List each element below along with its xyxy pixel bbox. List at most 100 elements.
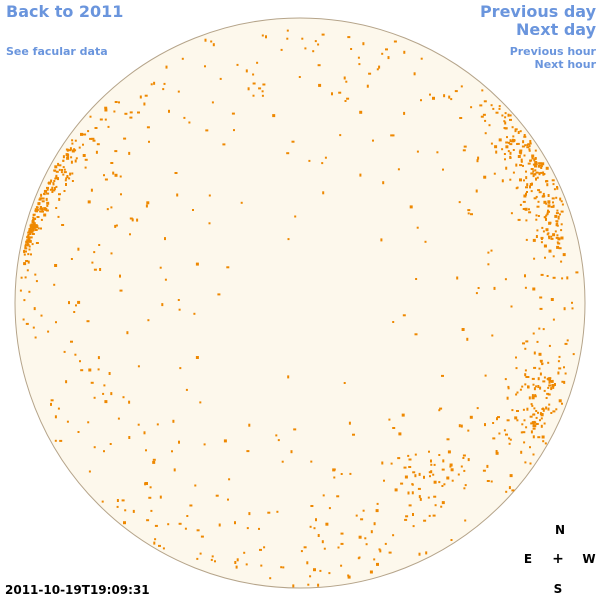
facular-spot — [210, 40, 213, 43]
facular-spot — [204, 65, 206, 68]
facular-spot — [477, 156, 480, 160]
facular-spot — [540, 171, 544, 174]
facular-spot — [540, 238, 543, 240]
see-facular-data-link[interactable]: See facular data — [6, 45, 108, 58]
facular-spot — [178, 440, 180, 444]
previous-hour-link[interactable]: Previous hour — [509, 45, 596, 58]
facular-spot — [443, 94, 446, 98]
facular-spot — [469, 415, 473, 419]
facular-spot — [525, 376, 529, 378]
facular-spot — [462, 454, 466, 457]
facular-spot — [547, 204, 551, 208]
facular-spot — [162, 547, 165, 550]
facular-spot — [438, 409, 441, 412]
facular-spot — [263, 546, 266, 549]
facular-spot — [40, 193, 43, 197]
next-day-link[interactable]: Next day — [516, 20, 596, 39]
facular-spot — [57, 407, 60, 410]
facular-spot — [552, 201, 554, 204]
facular-spot — [532, 332, 535, 335]
facular-spot — [385, 48, 388, 51]
facular-spot — [540, 236, 544, 239]
facular-spot — [524, 207, 528, 211]
facular-spot — [401, 413, 405, 417]
facular-spot — [28, 228, 32, 231]
facular-spot — [24, 247, 28, 250]
facular-spot — [337, 546, 340, 549]
back-to-year-link[interactable]: Back to 2011 — [6, 2, 124, 21]
facular-spot — [486, 464, 489, 468]
facular-spot — [548, 201, 551, 204]
previous-day-link[interactable]: Previous day — [479, 2, 596, 21]
facular-spot — [546, 275, 549, 277]
facular-spot — [556, 186, 559, 190]
facular-spot — [458, 201, 461, 204]
facular-spot — [529, 446, 531, 449]
facular-spot — [282, 566, 285, 569]
facular-spot — [497, 416, 500, 419]
facular-spot — [177, 299, 180, 301]
facular-spot — [120, 193, 122, 196]
facular-spot — [258, 527, 260, 530]
facular-spot — [234, 561, 237, 564]
facular-spot — [532, 170, 535, 173]
facular-spot — [388, 418, 391, 421]
facular-spot — [436, 151, 439, 154]
facular-spot — [54, 439, 57, 442]
facular-spot — [535, 214, 538, 217]
facular-spot — [65, 177, 68, 180]
facular-spot — [416, 226, 419, 229]
facular-spot — [539, 162, 542, 165]
facular-spot — [547, 393, 551, 396]
facular-spot — [343, 76, 346, 80]
facular-spot — [463, 487, 466, 490]
facular-spot — [83, 133, 87, 136]
facular-spot — [27, 236, 30, 239]
facular-spot — [203, 443, 206, 446]
facular-spot — [317, 583, 320, 587]
facular-spot — [146, 519, 150, 522]
facular-spot — [31, 230, 34, 233]
facular-spot — [560, 200, 563, 203]
facular-spot — [424, 240, 427, 243]
facular-spot — [449, 465, 452, 468]
facular-spot — [504, 112, 507, 115]
facular-spot — [313, 527, 316, 530]
facular-spot — [71, 172, 74, 175]
next-hour-link[interactable]: Next hour — [534, 58, 597, 71]
facular-spot — [533, 257, 536, 260]
facular-spot — [58, 193, 61, 196]
facular-spot — [557, 215, 560, 218]
facular-spot — [376, 502, 379, 505]
facular-spot — [555, 408, 558, 411]
facular-spot — [156, 423, 159, 426]
facular-spot — [154, 524, 158, 527]
facular-spot — [505, 433, 508, 436]
facular-spot — [403, 111, 406, 115]
facular-spot — [25, 260, 29, 262]
facular-spot — [246, 450, 250, 453]
facular-spot — [364, 537, 367, 540]
facular-spot — [566, 276, 569, 280]
facular-spot — [524, 383, 527, 386]
facular-spot — [287, 375, 290, 379]
facular-spot — [558, 247, 562, 250]
facular-spot — [507, 385, 510, 388]
facular-spot — [359, 110, 363, 114]
facular-spot — [340, 532, 344, 535]
facular-spot — [114, 150, 118, 153]
facular-spot — [553, 188, 556, 191]
facular-spot — [248, 423, 251, 427]
facular-spot — [428, 450, 430, 453]
facular-spot — [531, 182, 533, 186]
facular-spot — [510, 305, 513, 308]
facular-spot — [562, 253, 566, 257]
facular-spot — [525, 340, 529, 343]
facular-spot — [392, 134, 395, 137]
facular-spot — [343, 382, 346, 384]
facular-spot — [66, 175, 69, 178]
facular-spot — [550, 205, 554, 208]
facular-spot — [178, 522, 182, 525]
facular-spot — [450, 539, 453, 541]
facular-spot — [150, 83, 153, 86]
